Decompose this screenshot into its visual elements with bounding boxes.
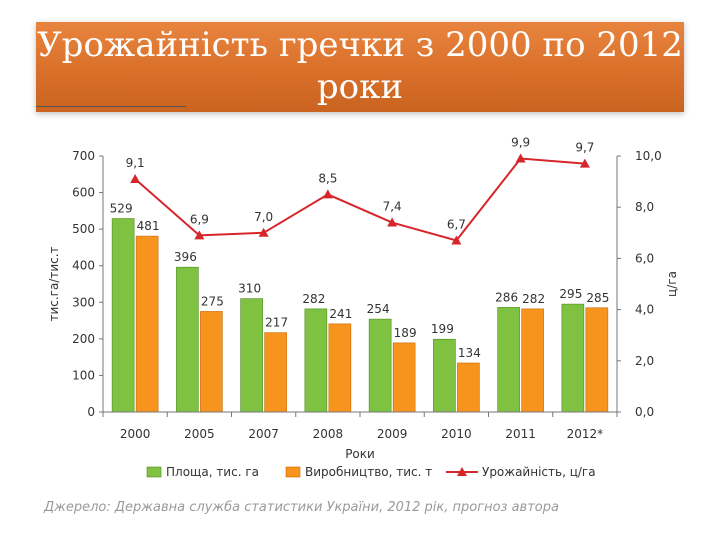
y2-tick-label: 10,0	[635, 149, 662, 163]
bar-area-label: 282	[302, 292, 325, 306]
bar-area-label: 286	[495, 290, 518, 304]
bar-production-label: 285	[586, 291, 609, 305]
bar-production	[521, 308, 544, 413]
yield-point	[194, 230, 205, 240]
source-note: Джерело: Державна служба статистики Укра…	[44, 500, 559, 515]
x-tick-label: 2007	[248, 427, 279, 441]
yield-line	[134, 157, 585, 242]
bar-area	[497, 307, 520, 413]
bar-area	[433, 338, 456, 413]
title-underline	[36, 106, 186, 107]
bar-production-label: 241	[329, 307, 352, 321]
bar-area	[561, 303, 585, 413]
bar-area	[176, 266, 199, 413]
bar-production	[328, 323, 352, 413]
bar-production-label: 134	[458, 346, 481, 360]
yield-point-label: 9,7	[575, 141, 594, 155]
bar-production-label: 481	[137, 219, 160, 233]
slide-title-line-1: Урожайність гречки з 2000 по 2012	[37, 25, 683, 65]
y-axis-title: тис.га/тис.т	[47, 246, 61, 321]
bar-production	[264, 332, 287, 413]
x-tick-label: 2010	[441, 427, 472, 441]
x-axis-title: Роки	[345, 447, 375, 461]
y2-tick-label: 2,0	[635, 354, 654, 368]
y-tick-label: 100	[72, 368, 95, 382]
yield-point-label: 6,9	[190, 212, 209, 226]
bar-production	[392, 342, 416, 413]
x-tick-label: 2000	[120, 427, 151, 441]
slide-title: Урожайність гречки з 2000 по 2012 роки	[36, 24, 684, 112]
y2-tick-label: 0,0	[635, 405, 654, 419]
bar-production	[585, 307, 609, 413]
legend-marker-yield	[457, 467, 467, 476]
yield-point-label: 8,5	[318, 171, 337, 185]
bar-area-label: 310	[238, 282, 261, 296]
y2-tick-label: 6,0	[635, 251, 654, 265]
legend-swatch-area	[146, 466, 162, 478]
yield-point	[515, 153, 526, 163]
y-tick-label: 600	[72, 186, 95, 200]
yield-point	[258, 227, 269, 237]
y-tick-label: 400	[72, 259, 95, 273]
bar-area-label: 396	[174, 250, 197, 264]
x-tick-label: 2009	[377, 427, 408, 441]
bar-area-label: 295	[559, 287, 582, 301]
bar-area-label: 529	[110, 202, 133, 216]
bar-area	[111, 218, 135, 413]
legend-label-area: Площа, тис. га	[166, 465, 259, 479]
bar-area-label: 254	[367, 302, 390, 316]
x-tick-label: 2005	[184, 427, 215, 441]
y2-tick-label: 8,0	[635, 200, 654, 214]
bar-area	[240, 298, 263, 413]
bar-production	[135, 235, 159, 413]
bar-production	[457, 362, 480, 413]
bar-area-label: 199	[431, 322, 454, 336]
y-tick-label: 500	[72, 222, 95, 236]
yield-point-label: 6,7	[447, 217, 466, 231]
y-tick-label: 700	[72, 149, 95, 163]
yield-point	[130, 174, 141, 184]
chart-bars: 529 481 396 275 310 217 282 241 254 189 199 134 286 2…	[110, 202, 609, 413]
bar-production-label: 189	[394, 326, 417, 340]
legend-label-production: Виробництво, тис. т	[305, 465, 432, 479]
yield-point-label: 9,1	[126, 156, 145, 170]
y-tick-label: 200	[72, 332, 95, 346]
y2-tick-label: 4,0	[635, 303, 654, 317]
yield-point	[322, 189, 333, 199]
yield-point-label: 9,9	[511, 136, 530, 150]
bar-production-label: 275	[201, 294, 224, 308]
y-tick-label: 0	[87, 405, 95, 419]
bar-production	[200, 311, 223, 413]
yield-point-label: 7,4	[383, 200, 402, 214]
bar-area	[368, 318, 392, 413]
bar-area	[304, 308, 328, 413]
title-banner	[36, 22, 684, 112]
x-tick-label: 2011	[505, 427, 536, 441]
chart-line: 9,1 6,9 7,0 8,5 7,4 6,7 9,9 9,7	[126, 136, 594, 245]
legend-label-yield: Урожайність, ц/га	[482, 465, 596, 479]
yield-point-label: 7,0	[254, 210, 273, 224]
x-tick-label: 2008	[313, 427, 344, 441]
yield-point	[451, 235, 462, 245]
chart-legend: Площа, тис. га Виробництво, тис. т Урожайн…	[146, 465, 596, 479]
bar-production-label: 282	[522, 292, 545, 306]
y-tick-label: 300	[72, 295, 95, 309]
chart-axes: 0 100 200 300 400 500 600 700 0,0 2,0 4,0 6,0 8,0 10,…	[47, 149, 679, 461]
y2-axis-title: ц/га	[665, 271, 679, 297]
x-tick-label: 2012*	[567, 427, 604, 441]
legend-swatch-production	[285, 466, 301, 478]
yield-point	[387, 217, 398, 227]
yield-point	[579, 158, 590, 168]
bar-production-label: 217	[265, 316, 288, 330]
chart: 529 481 396 275 310 217 282 241 254 189 199 134 286 2…	[47, 136, 679, 479]
slide-title-line-2: роки	[316, 67, 404, 107]
